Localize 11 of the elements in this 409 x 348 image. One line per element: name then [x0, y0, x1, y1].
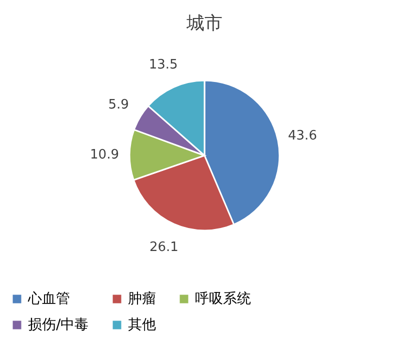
- legend-label: 心血管: [27, 291, 70, 307]
- data-label: 26.1: [149, 240, 178, 255]
- legend-label: 其他: [128, 317, 156, 333]
- data-label: 43.6: [288, 128, 317, 144]
- legend-label: 肿瘤: [128, 291, 156, 307]
- data-label: 5.9: [108, 97, 129, 112]
- data-label: 13.5: [148, 57, 178, 72]
- legend-label: 损伤/中毒: [28, 317, 89, 333]
- data-label: 10.9: [90, 148, 119, 163]
- chart-title: 城市: [186, 13, 222, 34]
- legend-label: 呼吸系统: [195, 291, 251, 307]
